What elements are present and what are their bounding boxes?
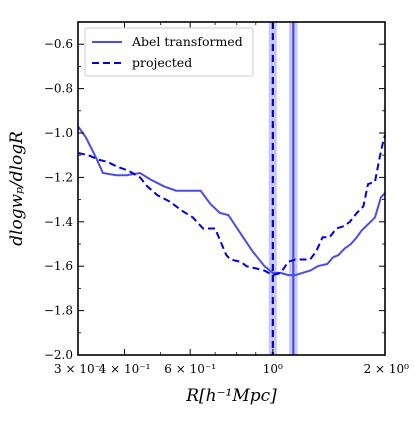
- confidence-bands: [268, 22, 298, 355]
- y-tick-label: −2.0: [44, 348, 73, 362]
- y-tick-label: −1.0: [44, 126, 73, 140]
- x-tick-label: 6 × 10⁻¹: [164, 362, 216, 376]
- y-tick-label: −1.4: [44, 215, 74, 229]
- x-tick-label: 10⁰: [263, 362, 283, 376]
- y-tick-label: −1.6: [44, 259, 73, 273]
- x-tick-label: 4 × 10⁻¹: [99, 362, 151, 376]
- x-tick-label: 2 × 10⁰: [364, 362, 410, 376]
- legend: Abel transformed projected: [84, 27, 254, 77]
- y-tick-label: −0.8: [44, 82, 73, 96]
- y-tick-label: −0.6: [44, 37, 73, 51]
- series-line-projected: [77, 134, 386, 277]
- plot-frame: [77, 21, 386, 356]
- x-axis-label: R[h⁻¹Mpc]: [185, 386, 277, 406]
- legend-label-abel: Abel transformed: [131, 34, 243, 49]
- y-tick-label: −1.2: [44, 170, 73, 184]
- ticks-layer: −2.0 −1.8 −1.6 −1.4 −1.2 −1.0 −0.8 −0.6 3 × 10⁻¹…: [44, 22, 409, 376]
- series-layer: [77, 125, 386, 277]
- legend-label-projected: projected: [132, 55, 192, 70]
- y-axis-label: dlogwₚ/dlogR: [7, 131, 27, 246]
- y-tick-label: −1.8: [44, 304, 73, 318]
- legend-box: [84, 27, 254, 77]
- x-tick-label: 3 × 10⁻¹: [54, 362, 106, 376]
- series-line-abel: [77, 125, 386, 277]
